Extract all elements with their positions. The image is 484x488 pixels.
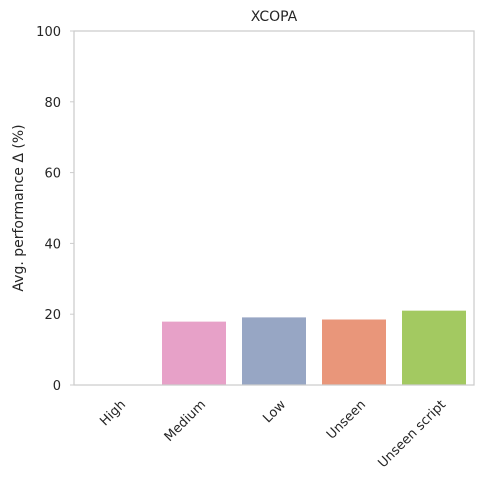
y-tick-label: 0 xyxy=(53,379,61,394)
plot-frame xyxy=(73,30,475,386)
y-axis-label: Avg. performance Δ (%) xyxy=(11,124,27,291)
y-tick-label: 100 xyxy=(36,25,61,40)
bar-medium xyxy=(162,321,226,385)
y-axis-ticks: 0 20 40 60 80 100 xyxy=(36,25,74,394)
bar-unseen xyxy=(322,319,386,385)
bars-group xyxy=(162,310,466,385)
y-tick-label: 20 xyxy=(44,308,61,323)
chart-title: XCOPA xyxy=(251,9,298,25)
y-tick-label: 80 xyxy=(44,96,61,111)
bar-unseen-script xyxy=(402,310,466,385)
y-tick-label: 40 xyxy=(44,237,61,252)
bar-low xyxy=(242,317,306,385)
y-tick-label: 60 xyxy=(44,167,61,182)
